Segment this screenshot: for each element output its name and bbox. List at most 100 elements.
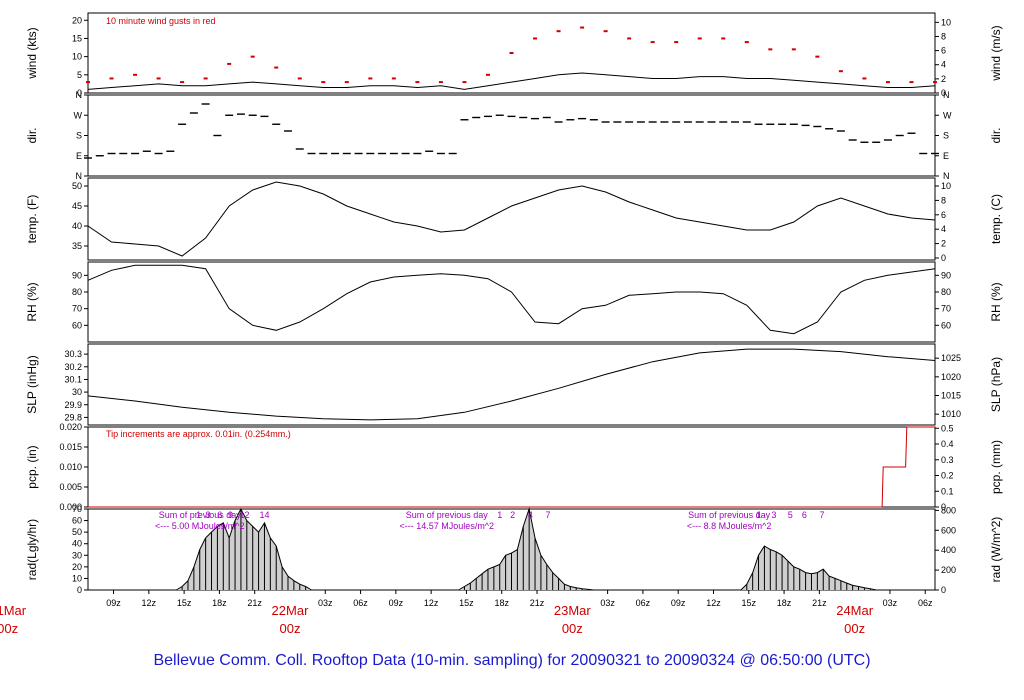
right-tick-label: 600: [941, 525, 956, 535]
left-tick-label: 0: [77, 585, 82, 595]
left-tick-label: 10: [72, 52, 82, 62]
dir-point: [84, 157, 92, 159]
day-marker-date: 21Mar: [0, 603, 27, 618]
wind-gust-point: [933, 81, 937, 84]
x-tick-label: 21z: [530, 598, 545, 608]
wind-speed-line: [87, 72, 936, 90]
panel-frame-slp: [87, 343, 936, 426]
rad-hour-label: 1: [497, 510, 502, 520]
x-tick-label: 15z: [742, 598, 757, 608]
dir-point: [436, 152, 445, 155]
right-tick-label: 4: [941, 224, 946, 234]
right-tick-label: 0.3: [941, 455, 954, 465]
day-marker-time: 00z: [0, 621, 18, 636]
left-tick-label: E: [76, 151, 82, 161]
wind-gust-point: [391, 77, 396, 80]
wind-gust-point: [744, 41, 749, 44]
dir-point: [801, 124, 810, 127]
left-tick-label: 20: [72, 15, 82, 25]
right-tick-label: N: [943, 171, 950, 181]
wind-gust-point: [203, 77, 208, 80]
rad-sum-value: <--- 14.57 MJoules/m^2: [400, 521, 495, 531]
rad-hour-label: 1: [756, 510, 761, 520]
left-tick-label: 30: [72, 550, 82, 560]
left-tick-label: 30: [72, 387, 82, 397]
wind-gust-point: [650, 41, 655, 44]
dir-point: [119, 152, 128, 155]
dir-point: [495, 114, 504, 116]
left-tick-label: 20: [72, 562, 82, 572]
dir-point: [601, 121, 610, 123]
wind-gust-point: [133, 73, 138, 76]
dir-point: [260, 115, 269, 118]
slp-line: [87, 348, 936, 421]
left-tick-label: 0.015: [59, 442, 82, 452]
rad-line: [458, 507, 594, 591]
rad-sum-label: Sum of previous day: [159, 510, 242, 520]
right-tick-label: 60: [941, 320, 951, 330]
right-tick-label: 2: [941, 74, 946, 84]
right-axis-label: RH (%): [989, 282, 1003, 321]
day-marker-time: 00z: [280, 621, 301, 636]
x-tick-label: 15z: [459, 598, 474, 608]
wind-gust-point: [274, 66, 279, 69]
right-tick-label: 70: [941, 304, 951, 314]
x-tick-label: 09z: [389, 598, 404, 608]
right-tick-label: 0.2: [941, 471, 954, 481]
dir-point: [342, 152, 351, 155]
right-tick-label: 4: [941, 60, 946, 70]
right-tick-label: 0: [941, 585, 946, 595]
dir-point: [766, 123, 775, 125]
x-tick-label: 12z: [424, 598, 439, 608]
left-tick-label: 0.005: [59, 482, 82, 492]
x-tick-label: 12z: [142, 598, 157, 608]
left-tick-label: N: [76, 171, 83, 181]
dir-point: [95, 155, 104, 157]
dir-point: [883, 139, 892, 141]
right-tick-label: 6: [941, 46, 946, 56]
x-tick-label: 21z: [247, 598, 262, 608]
dir-point: [742, 121, 751, 123]
left-tick-label: 10: [72, 573, 82, 583]
dir-point: [225, 114, 234, 116]
dir-point: [354, 152, 363, 155]
rad-hour-label: 3: [771, 510, 776, 520]
dir-point: [872, 141, 881, 143]
right-tick-label: 0.1: [941, 486, 954, 496]
left-tick-label: 30.3: [64, 349, 82, 359]
dir-point: [613, 121, 622, 123]
dir-point: [860, 141, 869, 143]
dir-point: [425, 150, 434, 152]
left-axis-label: SLP (inHg): [25, 355, 39, 413]
wind-gust-point: [250, 55, 255, 58]
left-tick-label: 40: [72, 539, 82, 549]
wind-gust-point: [462, 81, 467, 84]
rad-area-fill: [176, 509, 312, 590]
wind-gust-point: [838, 70, 843, 73]
right-tick-label: 1010: [941, 409, 961, 419]
x-tick-label: 15z: [177, 598, 192, 608]
right-axis-label: dir.: [989, 127, 1003, 143]
right-tick-label: 6: [941, 210, 946, 220]
right-tick-label: 1025: [941, 353, 961, 363]
dir-point: [107, 152, 116, 155]
panel-frame-wind: [87, 12, 936, 94]
dir-point: [248, 114, 257, 116]
wind-gust-point: [721, 37, 726, 40]
wind-annotation: 10 minute wind gusts in red: [106, 16, 216, 26]
dir-point: [789, 123, 798, 125]
pcp-annotation: Tip increments are approx. 0.01in. (0.25…: [106, 429, 291, 439]
day-marker-date: 22Mar: [272, 603, 310, 618]
day-marker-date: 24Mar: [836, 603, 874, 618]
right-tick-label: 1015: [941, 391, 961, 401]
day-marker-time: 00z: [562, 621, 583, 636]
pcp-line: [88, 426, 935, 508]
day-marker-date: 23Mar: [554, 603, 592, 618]
wind-gust-point: [156, 77, 161, 80]
left-tick-label: N: [76, 90, 83, 100]
dir-point: [401, 152, 410, 155]
dir-point: [472, 116, 481, 119]
rad-sum-value: <--- 5.00 MJoules/m^2: [155, 521, 245, 531]
rad-area-fill: [740, 546, 877, 590]
wind-gust-point: [862, 77, 867, 80]
